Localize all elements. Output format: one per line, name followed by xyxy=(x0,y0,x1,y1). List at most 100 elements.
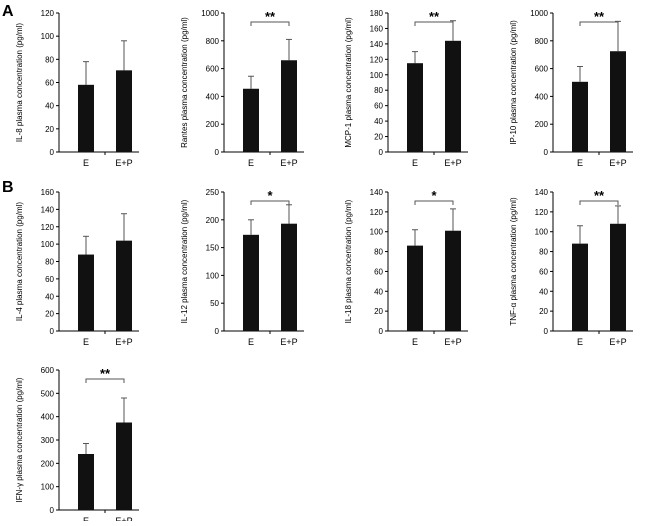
y-tick-label: 0 xyxy=(544,327,549,336)
bar-E xyxy=(243,234,259,331)
bar-E+P xyxy=(281,60,297,153)
y-tick-label: 40 xyxy=(539,287,548,296)
y-tick-label: 0 xyxy=(215,327,220,336)
y-tick-label: 100 xyxy=(206,271,220,280)
category-label: E+P xyxy=(115,337,132,347)
y-tick-label: 20 xyxy=(374,307,383,316)
category-label: E+P xyxy=(115,158,132,168)
y-tick-label: 100 xyxy=(370,228,384,237)
significance-bracket xyxy=(414,21,454,26)
y-tick-label: 800 xyxy=(206,37,220,46)
significance-bracket xyxy=(579,200,619,205)
y-axis-label: TNF-α plasma concentration (pg/ml) xyxy=(509,197,518,326)
chart-5: 0 20 40 60 80 100 120 140 160 IL-4 plasma concent… xyxy=(15,188,139,347)
chart-6: 0 50 100 150 200 250 IL-12 plasma concentratio… xyxy=(180,188,304,347)
y-tick-label: 20 xyxy=(45,125,54,134)
bar-E+P xyxy=(610,51,626,152)
significance-label: ** xyxy=(594,188,605,203)
y-tick-label: 200 xyxy=(206,120,220,129)
y-tick-label: 200 xyxy=(206,216,220,225)
y-tick-label: 60 xyxy=(374,102,383,111)
y-tick-label: 20 xyxy=(539,307,548,316)
y-tick-label: 150 xyxy=(206,244,220,253)
y-tick-label: 80 xyxy=(45,258,54,267)
y-tick-label: 80 xyxy=(374,86,383,95)
y-tick-label: 0 xyxy=(215,148,220,157)
y-tick-label: 0 xyxy=(379,148,384,157)
panel-label-a: A xyxy=(2,3,14,20)
significance-bracket xyxy=(250,200,290,205)
y-axis-label: IL-18 plasma concentration (pg/ml) xyxy=(344,199,353,323)
category-label: E xyxy=(248,337,254,347)
y-tick-label: 1000 xyxy=(530,9,548,18)
category-label: E xyxy=(577,337,583,347)
y-tick-label: 50 xyxy=(210,299,219,308)
y-tick-label: 120 xyxy=(41,223,55,232)
y-tick-label: 200 xyxy=(41,459,55,468)
y-tick-label: 160 xyxy=(41,188,55,197)
significance-bracket xyxy=(414,200,454,205)
y-tick-label: 0 xyxy=(379,327,384,336)
y-axis-label: Rantes plasma concentration (pg/ml) xyxy=(180,17,189,148)
significance-label: * xyxy=(431,188,437,203)
bar-E xyxy=(243,88,259,152)
y-tick-label: 120 xyxy=(41,9,55,18)
y-tick-label: 160 xyxy=(370,24,384,33)
bar-E xyxy=(78,254,94,331)
y-tick-label: 40 xyxy=(45,292,54,301)
y-tick-label: 120 xyxy=(535,208,549,217)
significance-bracket xyxy=(579,21,619,26)
y-tick-label: 400 xyxy=(206,92,220,101)
y-tick-label: 0 xyxy=(50,148,55,157)
y-axis-label: IL-12 plasma concentration (pg/ml) xyxy=(180,199,189,323)
y-tick-label: 20 xyxy=(374,133,383,142)
chart-3: 0 20 40 60 80 100 120 140 160 180 MCP-1 plasma con… xyxy=(344,9,468,168)
y-tick-label: 200 xyxy=(535,120,549,129)
y-tick-label: 100 xyxy=(41,240,55,249)
y-axis-label: IP-10 plasma concentration (pg/ml) xyxy=(509,20,518,145)
y-tick-label: 40 xyxy=(374,117,383,126)
y-tick-label: 0 xyxy=(50,506,55,515)
y-tick-label: 120 xyxy=(370,55,384,64)
bar-E xyxy=(407,63,423,152)
y-tick-label: 40 xyxy=(374,287,383,296)
y-tick-label: 80 xyxy=(45,55,54,64)
y-axis-label: IL-4 plasma concentration (pg/ml) xyxy=(15,202,24,322)
y-tick-label: 400 xyxy=(535,92,549,101)
y-tick-label: 140 xyxy=(535,188,549,197)
category-label: E+P xyxy=(609,158,626,168)
significance-label: * xyxy=(267,188,273,203)
significance-label: ** xyxy=(265,9,276,24)
bar-E xyxy=(78,84,94,152)
y-tick-label: 180 xyxy=(370,9,384,18)
y-axis-label: IL-8 plasma concentration (pg/ml) xyxy=(15,23,24,143)
y-tick-label: 600 xyxy=(535,65,549,74)
y-tick-label: 60 xyxy=(45,79,54,88)
category-label: E xyxy=(83,337,89,347)
y-tick-label: 40 xyxy=(45,102,54,111)
y-tick-label: 80 xyxy=(374,248,383,257)
bar-E xyxy=(572,81,588,152)
chart-1: 0 20 40 60 80 100 120 IL-8 plasma concentration… xyxy=(15,9,139,168)
y-axis-label: IFN-γ plasma concentration (pg/ml) xyxy=(15,377,24,502)
chart-2: 0 200 400 600 800 1000 Rantes plasma concentra… xyxy=(180,9,304,168)
y-tick-label: 400 xyxy=(41,413,55,422)
y-tick-label: 300 xyxy=(41,436,55,445)
y-tick-label: 100 xyxy=(41,32,55,41)
chart-7: 0 20 40 60 80 100 120 140 IL-18 plasma concentra… xyxy=(344,188,468,347)
significance-label: ** xyxy=(429,9,440,24)
y-tick-label: 100 xyxy=(370,71,384,80)
chart-4: 0 200 400 600 800 1000 IP-10 plasma concentrat… xyxy=(509,9,633,168)
y-tick-label: 20 xyxy=(45,310,54,319)
y-tick-label: 0 xyxy=(50,327,55,336)
y-tick-label: 80 xyxy=(539,248,548,257)
significance-label: ** xyxy=(100,366,111,381)
y-tick-label: 60 xyxy=(539,267,548,276)
significance-label: ** xyxy=(594,9,605,24)
category-label: E xyxy=(248,158,254,168)
category-label: E+P xyxy=(444,158,461,168)
y-tick-label: 140 xyxy=(41,205,55,214)
category-label: E+P xyxy=(115,516,132,521)
bar-E+P xyxy=(116,240,132,331)
